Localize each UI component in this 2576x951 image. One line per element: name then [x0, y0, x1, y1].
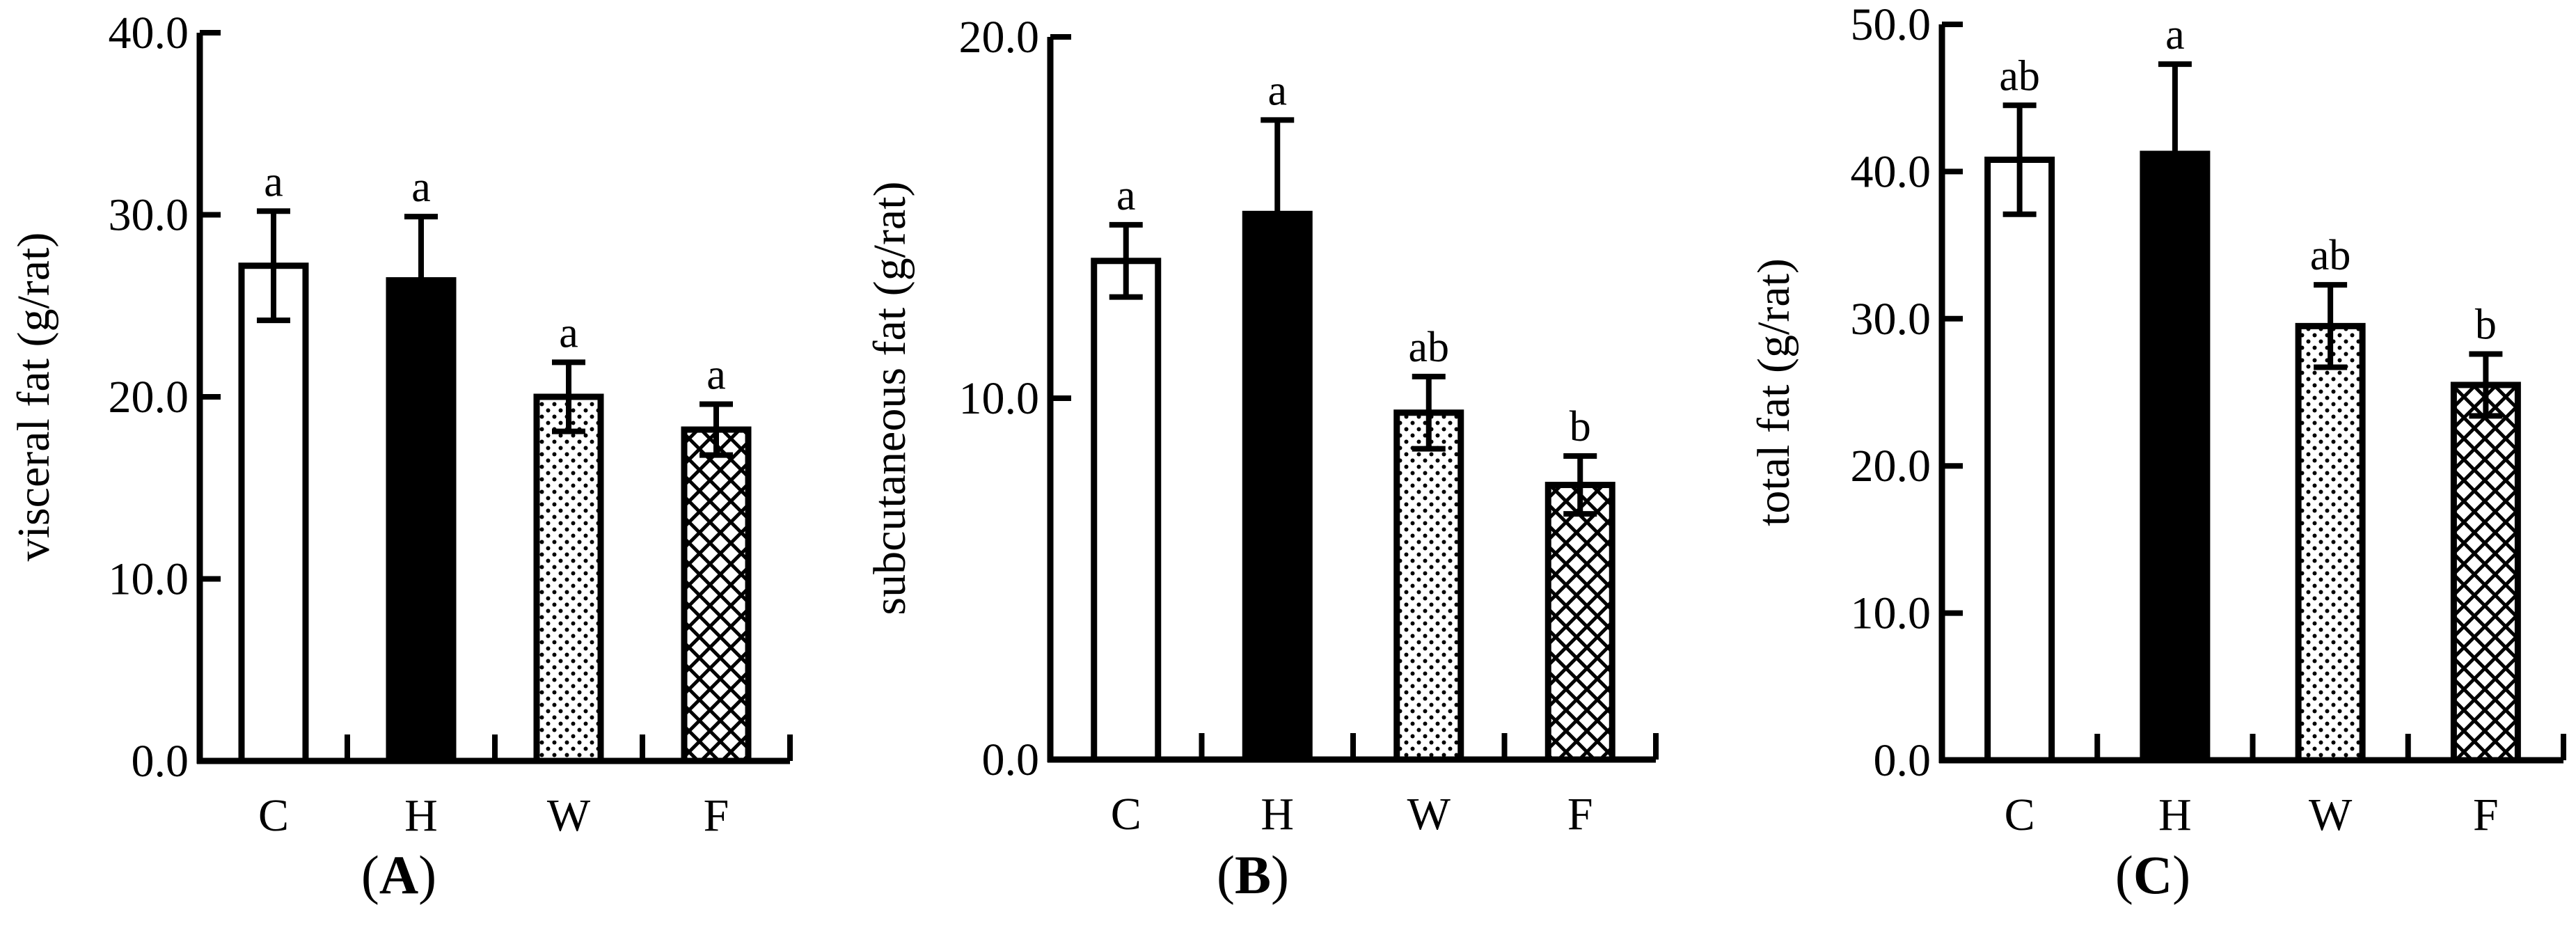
- x-tick-label-H: H: [404, 790, 438, 841]
- panel-label: (C): [2115, 844, 2190, 905]
- bar-F: [1544, 482, 1615, 763]
- y-axis-title: total fat (g/rat): [1748, 258, 1799, 526]
- x-tick-label-H: H: [2158, 789, 2192, 840]
- bar-C: [1984, 156, 2055, 764]
- y-axis-title: subcutaneous fat (g/rat): [864, 181, 915, 615]
- significance-letter-H: a: [2165, 11, 2185, 58]
- significance-letter-C: a: [1116, 172, 1136, 219]
- significance-letter-F: b: [1570, 403, 1591, 450]
- bar-H: [386, 277, 457, 764]
- y-tick-label: 0.0: [982, 734, 1040, 785]
- y-tick-label: 40.0: [1851, 146, 1931, 197]
- panel-label: (A): [361, 844, 436, 905]
- significance-letter-W: ab: [2310, 232, 2351, 279]
- x-tick-label-W: W: [2309, 789, 2353, 840]
- y-tick-label: 30.0: [109, 190, 189, 241]
- bar-W: [533, 393, 604, 764]
- significance-letter-F: b: [2475, 301, 2497, 349]
- x-tick-label-C: C: [258, 790, 289, 841]
- significance-letter-C: ab: [1999, 52, 2040, 100]
- significance-letter-H: a: [1267, 67, 1287, 114]
- y-tick-label: 40.0: [109, 8, 189, 58]
- y-tick-label: 10.0: [959, 373, 1040, 424]
- y-tick-label: 0.0: [1874, 735, 1931, 786]
- x-tick-label-W: W: [547, 790, 591, 841]
- bar-W: [2295, 322, 2366, 764]
- y-tick-label: 30.0: [1851, 294, 1931, 345]
- significance-letter-W: a: [559, 309, 578, 356]
- significance-letter-W: ab: [1408, 324, 1449, 371]
- x-tick-label-F: F: [2473, 789, 2499, 840]
- bar-F: [2450, 382, 2521, 764]
- y-tick-label: 20.0: [959, 12, 1040, 63]
- x-tick-label-F: F: [1567, 789, 1593, 840]
- bar-W: [1393, 409, 1464, 763]
- y-tick-label: 10.0: [109, 554, 189, 605]
- panel-label: (B): [1217, 844, 1289, 905]
- y-axis-title: visceral fat (g/rat): [8, 233, 59, 562]
- y-tick-label: 50.0: [1851, 0, 1931, 50]
- y-tick-label: 0.0: [132, 736, 189, 787]
- x-tick-label-C: C: [1111, 789, 1141, 840]
- x-tick-label-H: H: [1261, 789, 1294, 840]
- x-tick-label-W: W: [1407, 789, 1451, 840]
- x-tick-label-F: F: [704, 790, 729, 841]
- significance-letter-F: a: [706, 351, 726, 398]
- bar-H: [2140, 150, 2211, 764]
- significance-letter-H: a: [411, 164, 431, 211]
- significance-letter-C: a: [264, 158, 283, 205]
- y-tick-label: 20.0: [1851, 441, 1931, 492]
- bar-C: [1091, 258, 1162, 763]
- x-tick-label-C: C: [2005, 789, 2035, 840]
- bar-F: [681, 426, 752, 764]
- y-tick-label: 20.0: [109, 372, 189, 423]
- y-tick-label: 10.0: [1851, 588, 1931, 639]
- bar-C: [238, 262, 309, 764]
